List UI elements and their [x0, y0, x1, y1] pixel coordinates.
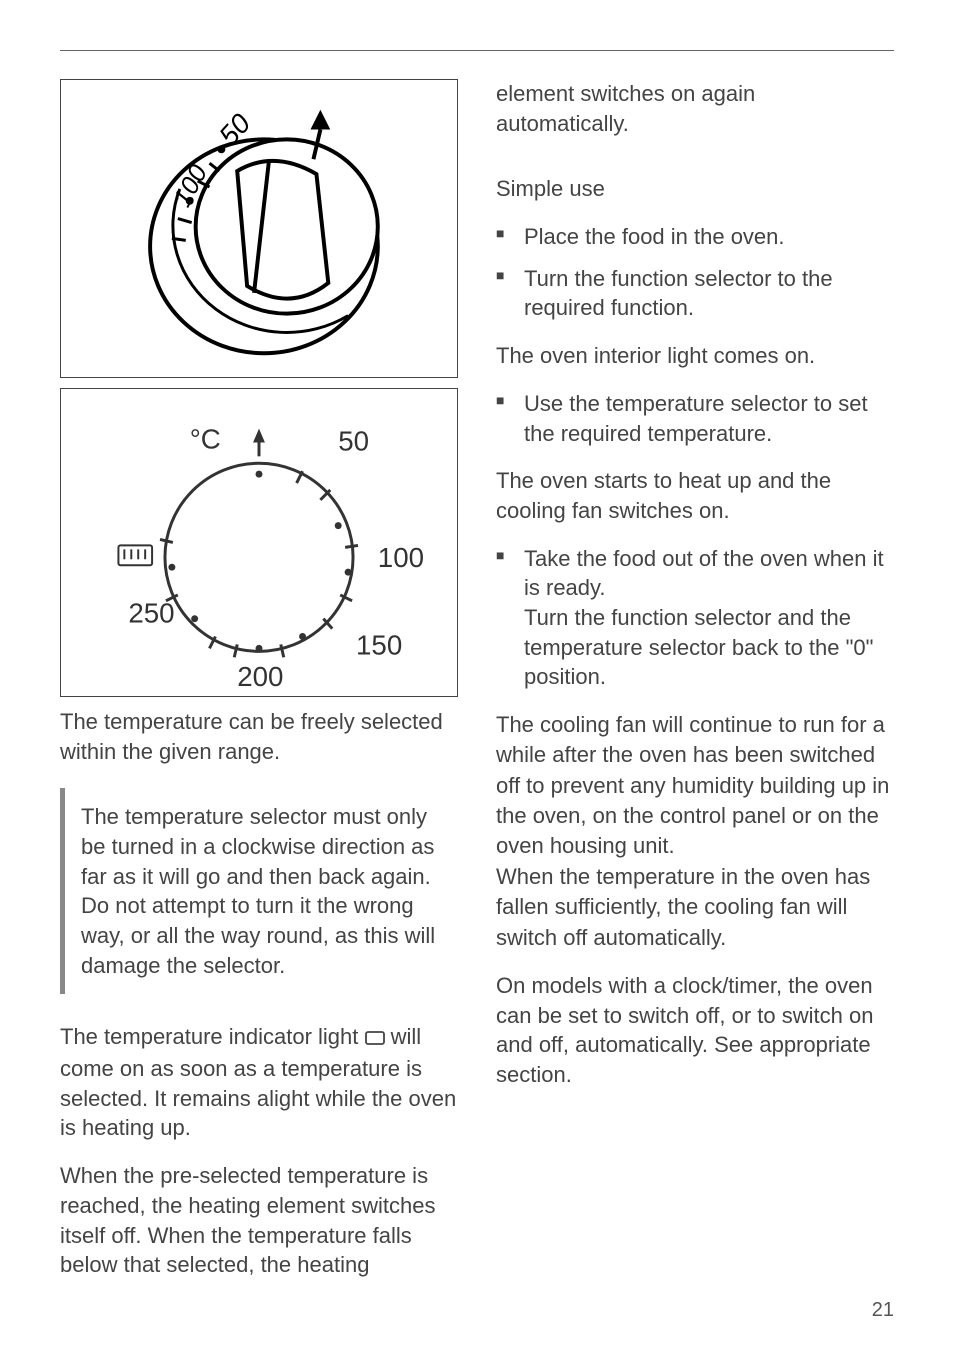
- bullets-c: Take the food out of the oven when it is…: [496, 544, 894, 692]
- bullet-take-food-main: Take the food out of the oven when it is…: [524, 546, 884, 601]
- figure-knob: 50 100: [60, 79, 458, 378]
- cooling-text: The cooling fan will continue to run for…: [496, 710, 894, 953]
- bullet-place-food: Place the food in the oven.: [496, 222, 894, 252]
- simple-use-heading: Simple use: [496, 174, 894, 204]
- dial-100: 100: [378, 542, 424, 573]
- dial-200: 200: [237, 661, 283, 692]
- warning-callout: The temperature selector must only be tu…: [60, 788, 458, 994]
- bullets-a: Place the food in the oven. Turn the fun…: [496, 222, 894, 323]
- heating-paragraph: When the pre-selected temperature is rea…: [60, 1161, 458, 1280]
- interior-light-text: The oven interior light comes on.: [496, 341, 894, 371]
- bullet-take-food-sub: Turn the function selector and the tempe…: [524, 603, 894, 692]
- bullet-take-food: Take the food out of the oven when it is…: [496, 544, 894, 692]
- page: 50 100 °C: [0, 0, 954, 1352]
- dial-250: 250: [128, 598, 174, 629]
- indicator-paragraph: The temperature indicator light will com…: [60, 1022, 458, 1143]
- dial-150: 150: [356, 629, 402, 660]
- defrost-icon: [118, 545, 152, 565]
- heatup-text: The oven starts to heat up and the cooli…: [496, 466, 894, 525]
- bullets-b: Use the temperature selector to set the …: [496, 389, 894, 448]
- knob-illustration: 50 100: [61, 80, 457, 377]
- continuation-text: element switches on again automatically.: [496, 79, 894, 138]
- top-rule: [60, 50, 894, 51]
- indicator-pre: The: [60, 1024, 104, 1049]
- page-number: 21: [872, 1299, 894, 1322]
- columns: 50 100 °C: [60, 79, 894, 1298]
- indicator-strong: temperature indicator light: [104, 1024, 358, 1049]
- bullet-turn-function: Turn the function selector to the requir…: [496, 264, 894, 323]
- dial-unit: °C: [190, 423, 221, 454]
- clock-text: On models with a clock/timer, the oven c…: [496, 971, 894, 1090]
- indicator-light-icon: [365, 1024, 385, 1054]
- temp-range-text: The temperature can be freely selected w…: [60, 707, 458, 766]
- figure-dial: °C: [60, 388, 458, 697]
- bullet-set-temp: Use the temperature selector to set the …: [496, 389, 894, 448]
- dial-50: 50: [338, 425, 369, 456]
- left-column: 50 100 °C: [60, 79, 458, 1298]
- right-column: element switches on again automatically.…: [496, 79, 894, 1298]
- dial-illustration: °C: [61, 389, 457, 696]
